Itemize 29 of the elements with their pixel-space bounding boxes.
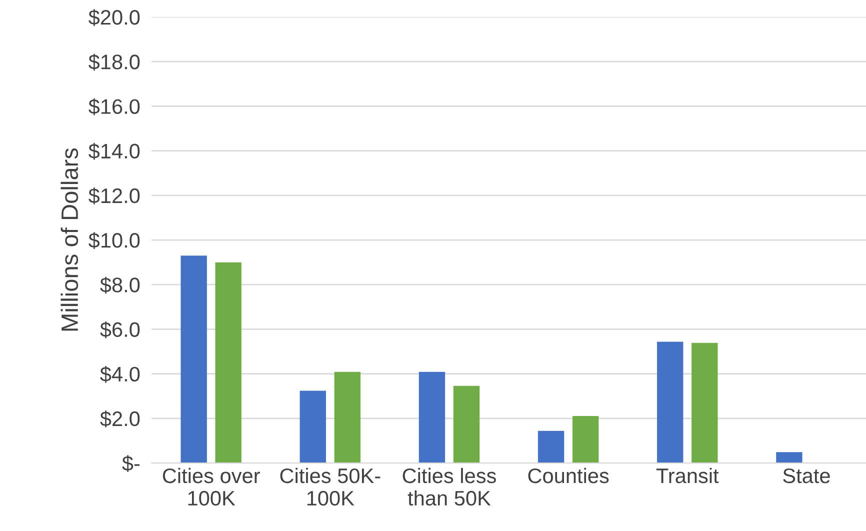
x-tick-label: State: [783, 468, 830, 484]
x-tick-label: Counties: [528, 468, 609, 484]
y-tick-label: $8.0: [100, 276, 140, 294]
y-tick-label: $18.0: [88, 54, 140, 71]
bar: [418, 372, 446, 464]
x-tick-label: Cities over 100K: [162, 468, 260, 506]
bar: [692, 342, 718, 464]
bar: [572, 416, 599, 464]
y-tick-label: $6.0: [100, 321, 140, 338]
y-tick-label: $2.0: [100, 410, 140, 428]
y-tick-label: $12.0: [88, 188, 140, 204]
x-tick-label: Cities 50K- 100K: [280, 468, 380, 506]
x-tick-label: Cities less than 50K: [402, 468, 496, 506]
bar: [180, 256, 207, 464]
bar: [776, 452, 802, 464]
bar: [215, 262, 242, 464]
bar: [334, 372, 361, 464]
bar: [538, 430, 564, 464]
y-axis-title: Millions of Dollars: [60, 148, 78, 331]
bar: [300, 390, 326, 464]
y-tick-label: $-: [122, 455, 140, 472]
y-tick-label: $10.0: [88, 232, 140, 250]
y-tick-label: $20.0: [88, 9, 140, 26]
y-tick-label: $4.0: [100, 366, 140, 383]
bar: [657, 342, 684, 464]
y-tick-label: $16.0: [88, 98, 140, 116]
bar: [453, 386, 480, 464]
y-tick-label: $14.0: [88, 142, 140, 160]
x-tick-label: Transit: [656, 468, 719, 484]
